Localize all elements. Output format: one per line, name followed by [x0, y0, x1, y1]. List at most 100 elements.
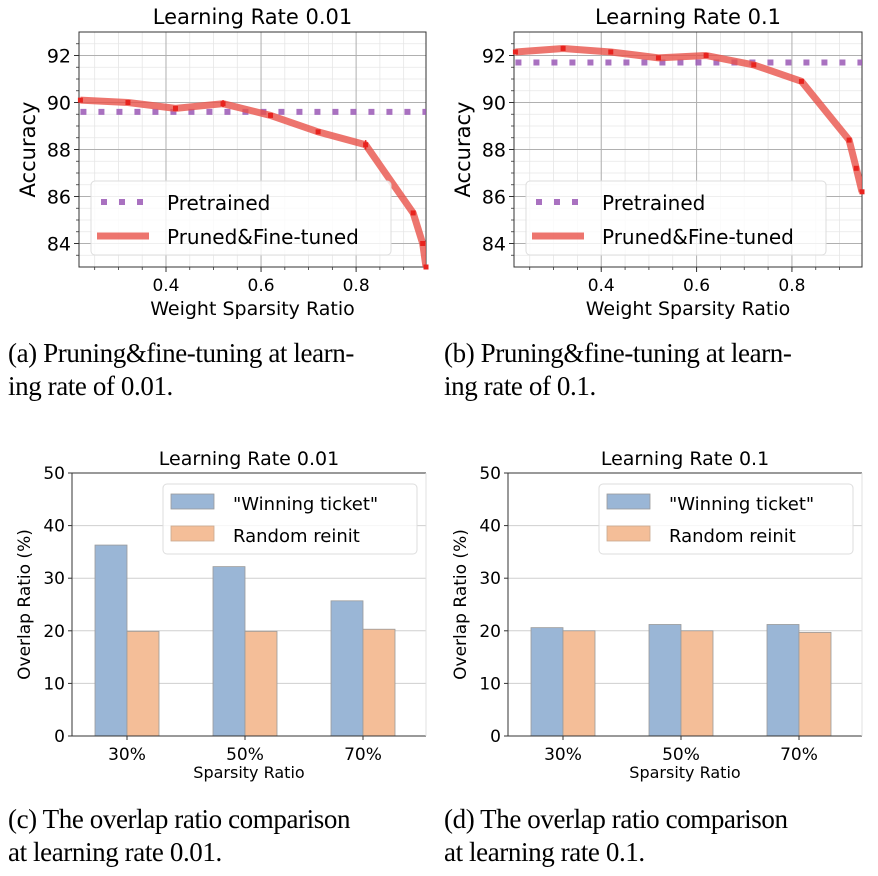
caption-a: (a) Pruning&fine-tuning at learn- ing ra…	[8, 337, 354, 403]
y-tick-label: 92	[482, 46, 506, 68]
x-tick-label: 0.4	[588, 276, 615, 296]
data-marker	[846, 137, 852, 143]
x-tick-label: 0.6	[248, 276, 275, 296]
y-tick-label: 88	[47, 140, 71, 162]
x-tick-label: 50%	[662, 745, 700, 765]
data-marker	[410, 210, 416, 216]
x-tick-label: 70%	[344, 745, 382, 765]
data-marker	[125, 100, 131, 105]
legend-random-swatch	[606, 525, 651, 542]
y-tick-label: 10	[43, 674, 65, 694]
data-marker	[268, 112, 274, 118]
x-axis-label: Sparsity Ratio	[193, 763, 304, 782]
bar-winning-ticket	[530, 627, 564, 737]
data-marker	[512, 49, 518, 55]
legend-pretrained-label: Pretrained	[167, 191, 270, 215]
chart-c: Learning Rate 0.01 30% 50% 70% 0 10 20 30 40 50 Sp…	[15, 448, 427, 782]
chart-title: Learning Rate 0.01	[159, 448, 339, 470]
caption-c-line-1: (c) The overlap ratio comparison	[8, 804, 351, 834]
legend-random-swatch	[170, 525, 215, 542]
y-tick-label: 84	[47, 234, 71, 256]
y-tick-label: 84	[482, 234, 506, 256]
legend-random-label: Random reinit	[233, 526, 360, 547]
bar-winning-ticket	[330, 600, 364, 737]
x-tick-label: 0.8	[343, 276, 370, 296]
bar-winning-ticket	[766, 624, 800, 737]
caption-a-line-2: ing rate of 0.01.	[8, 371, 173, 401]
bar-random-reinit	[362, 628, 396, 737]
y-tick-label: 20	[43, 622, 65, 642]
legend-pruned-label: Pruned&Fine-tuned	[602, 225, 794, 249]
y-axis-label: Overlap Ratio (%)	[15, 529, 35, 680]
bar-random-reinit	[562, 630, 596, 737]
y-tick-label: 30	[479, 569, 501, 589]
y-tick-label: 40	[43, 517, 65, 537]
bar-winning-ticket	[94, 544, 128, 737]
data-marker	[655, 55, 661, 61]
data-marker	[560, 45, 566, 51]
data-marker	[423, 264, 429, 270]
y-tick-label: 50	[43, 464, 65, 484]
legend-winning-swatch	[606, 493, 651, 510]
legend-box	[598, 483, 854, 555]
x-tick-label: 50%	[226, 745, 264, 765]
x-tick-label: 30%	[108, 745, 146, 765]
x-axis-label: Weight Sparsity Ratio	[150, 298, 355, 320]
bar-random-reinit	[244, 630, 278, 737]
legend-winning-swatch	[170, 493, 215, 510]
bar-random-reinit	[126, 630, 160, 737]
legend-pretrained-label: Pretrained	[602, 191, 705, 215]
y-tick-label: 10	[479, 674, 501, 694]
x-tick-label: 0.8	[778, 276, 805, 296]
x-axis-label: Weight Sparsity Ratio	[586, 298, 791, 320]
y-tick-label: 92	[47, 46, 71, 68]
y-tick-label: 86	[47, 187, 71, 209]
y-axis-label: Overlap Ratio (%)	[451, 529, 471, 680]
data-marker	[853, 165, 859, 171]
caption-b-line-2: ing rate of 0.1.	[444, 371, 596, 401]
data-marker	[859, 189, 865, 195]
caption-d-line-2: at learning rate 0.1.	[444, 837, 645, 867]
data-marker	[363, 142, 369, 148]
legend: "Winning ticket" Random reinit	[598, 483, 854, 555]
legend-winning-label: "Winning ticket"	[669, 494, 814, 515]
bar-winning-ticket	[212, 566, 246, 737]
caption-d: (d) The overlap ratio comparison at lear…	[444, 803, 788, 869]
data-marker	[751, 62, 757, 68]
caption-b-line-1: (b) Pruning&fine-tuning at learn-	[444, 338, 792, 368]
x-tick-label: 0.4	[152, 276, 179, 296]
chart-title: Learning Rate 0.1	[595, 5, 781, 29]
data-marker	[315, 129, 321, 135]
caption-c: (c) The overlap ratio comparison at lear…	[8, 803, 350, 869]
data-marker	[703, 53, 709, 58]
bar-random-reinit	[680, 630, 714, 737]
legend-winning-label: "Winning ticket"	[233, 494, 378, 515]
legend-random-label: Random reinit	[669, 526, 796, 547]
y-tick-label: 88	[482, 140, 506, 162]
chart-a: Learning Rate 0.01 0.4 0.6 0.8 84 86 88 90 92 Wei…	[16, 5, 429, 320]
legend-box	[525, 180, 827, 256]
y-axis-label: Accuracy	[16, 102, 40, 198]
bar-random-reinit	[798, 631, 832, 737]
data-marker	[77, 97, 83, 103]
data-marker	[608, 49, 614, 55]
chart-d: Learning Rate 0.1 30% 50% 70% 0 10 20 30 40 50 Spa…	[451, 448, 863, 782]
chart-title: Learning Rate 0.01	[153, 5, 352, 29]
legend: "Winning ticket" Random reinit	[162, 483, 418, 555]
pruned-finetuned-line	[80, 96, 426, 267]
y-tick-label: 40	[479, 517, 501, 537]
data-marker	[420, 241, 426, 246]
caption-c-line-2: at learning rate 0.01.	[8, 837, 222, 867]
bar-winning-ticket	[648, 624, 682, 737]
y-axis-label: Accuracy	[451, 102, 475, 198]
data-marker	[220, 101, 226, 107]
y-tick-label: 20	[479, 622, 501, 642]
legend: Pretrained Pruned&Fine-tuned	[525, 180, 827, 256]
y-tick-label: 0	[54, 727, 65, 747]
y-tick-label: 90	[482, 93, 506, 115]
y-tick-label: 86	[482, 187, 506, 209]
legend-pruned-label: Pruned&Fine-tuned	[167, 225, 359, 249]
data-marker	[798, 78, 804, 84]
x-axis-label: Sparsity Ratio	[629, 763, 740, 782]
